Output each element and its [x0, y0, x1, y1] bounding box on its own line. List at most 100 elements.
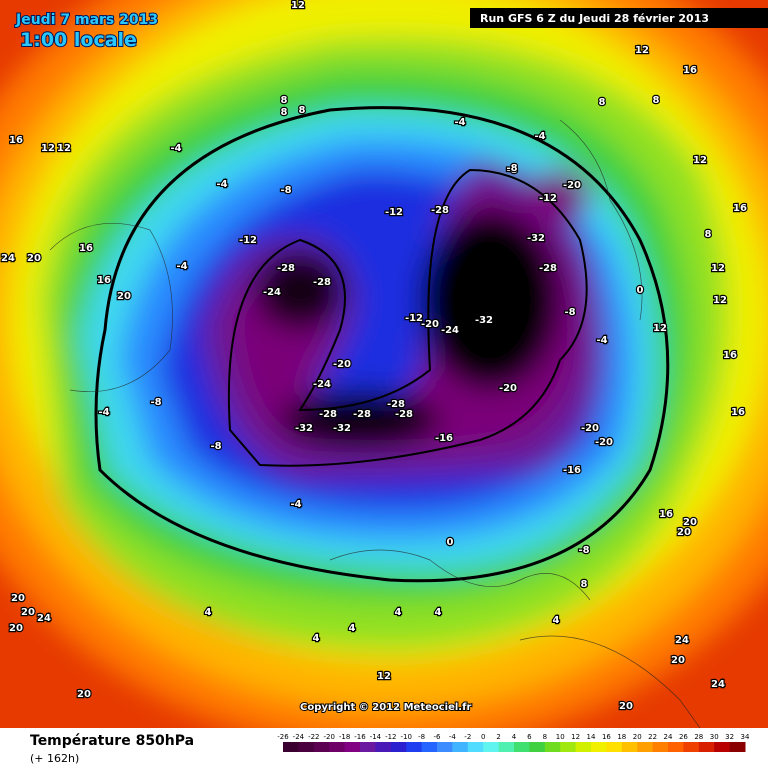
legend-swatch: [283, 742, 299, 752]
legend-tick-label: 22: [648, 733, 657, 741]
legend-tick-label: -8: [418, 733, 425, 741]
legend-tick-label: 12: [571, 733, 580, 741]
legend-tick-label: 34: [741, 733, 750, 741]
contour-label: -4: [98, 407, 109, 418]
contour-label: 12: [711, 263, 725, 274]
contour-label: 8: [599, 97, 606, 108]
legend-tick-label: -4: [449, 733, 457, 741]
contour-label: -28: [319, 409, 337, 420]
legend-tick-label: -10: [400, 733, 411, 741]
legend-tick-label: 30: [710, 733, 719, 741]
contour-label: -24: [313, 379, 331, 390]
contour-label: 0: [447, 537, 454, 548]
contour-label: 20: [117, 291, 131, 302]
contour-label: 0: [447, 537, 454, 548]
legend-swatch: [360, 742, 376, 752]
contour-label: -4: [176, 261, 187, 272]
contour-label: 12: [41, 143, 55, 154]
contour-label: 12: [635, 45, 649, 56]
contour-label: -12: [239, 235, 257, 246]
temperature-field: [0, 0, 768, 728]
contour-label: -12: [539, 193, 557, 204]
contour-label: 24: [675, 635, 689, 646]
legend-swatch: [390, 742, 407, 752]
contour-label: -8: [150, 397, 161, 408]
contour-label: -8: [280, 185, 291, 196]
legend-swatch: [683, 742, 700, 752]
legend-swatch: [467, 742, 484, 752]
legend-swatch: [637, 742, 654, 752]
contour-label: -20: [563, 180, 581, 191]
contour-label: -12: [405, 313, 423, 324]
contour-label: -28: [353, 409, 371, 420]
legend-swatch: [421, 742, 438, 752]
contour-label: 16: [733, 203, 747, 214]
contour-label: -32: [527, 233, 545, 244]
contour-label: -4: [534, 131, 545, 142]
legend-swatch: [344, 742, 361, 752]
contour-label: -24: [263, 287, 281, 298]
contour-label: 20: [21, 607, 35, 618]
legend-swatch: [575, 742, 592, 752]
contour-label: 24: [37, 613, 51, 624]
contour-label: 12: [377, 671, 391, 682]
legend-swatch: [621, 742, 638, 752]
legend-tick-label: -12: [385, 733, 396, 741]
contour-label: 20: [9, 623, 23, 634]
contour-label: -8: [506, 165, 517, 176]
legend-tick-label: -14: [370, 733, 382, 741]
contour-label: 20: [683, 517, 697, 528]
contour-label: -8: [578, 545, 589, 556]
contour-label: 16: [723, 350, 737, 361]
legend-tick-label: -26: [277, 733, 289, 741]
contour-label: 16: [79, 243, 93, 254]
legend-swatch: [437, 742, 453, 752]
legend-tick-label: 20: [633, 733, 642, 741]
contour-label: -20: [333, 359, 351, 370]
legend-swatch: [329, 742, 346, 752]
contour-label: 8: [705, 229, 712, 240]
contour-label: 12: [57, 143, 71, 154]
legend-tick-label: 24: [664, 733, 673, 741]
contour-label: 12: [693, 155, 707, 166]
legend-swatch: [591, 742, 607, 752]
contour-label: -4: [216, 179, 227, 190]
contour-label: 16: [683, 65, 697, 76]
valid-time: 1:00 locale: [20, 29, 137, 51]
contour-label: -28: [387, 399, 405, 410]
contour-label: -8: [506, 163, 517, 174]
contour-label: -8: [564, 307, 575, 318]
contour-label: -4: [454, 117, 465, 128]
run-info: Run GFS 6 Z du Jeudi 28 février 2013: [480, 12, 709, 25]
footer-lead: (+ 162h): [30, 752, 79, 765]
contour-label: 8: [581, 579, 588, 590]
footer-title: Température 850hPa: [30, 733, 194, 749]
legend-swatch: [452, 742, 469, 752]
legend-tick-label: 8: [543, 733, 547, 741]
legend-swatch: [483, 742, 500, 752]
copyright: Copyright © 2012 Meteociel.fr: [300, 702, 471, 713]
contour-label: 20: [671, 655, 685, 666]
contour-label: 20: [27, 253, 41, 264]
contour-label: 0: [637, 285, 644, 296]
legend-tick-label: 28: [694, 733, 703, 741]
contour-label: 4: [553, 615, 560, 626]
contour-label: -28: [395, 409, 413, 420]
contour-label: 12: [291, 0, 305, 11]
legend-tick-label: 26: [679, 733, 688, 741]
contour-label: -4: [290, 499, 301, 510]
contour-label: -20: [421, 319, 439, 330]
color-legend: -26 -24 -22 -20 -18 -16 -14 -12 -10 -8 -6 -4 -2 0 2 4 6 8…: [277, 733, 750, 752]
contour-label: -32: [475, 315, 493, 326]
run-banner: [470, 8, 768, 28]
contour-label: -28: [277, 263, 295, 274]
legend-swatch: [544, 742, 561, 752]
contour-label: -32: [333, 423, 351, 434]
legend-swatch: [560, 742, 577, 752]
contour-label: -32: [295, 423, 313, 434]
legend-tick-label: 32: [725, 733, 734, 741]
contour-label: 8: [281, 107, 288, 118]
